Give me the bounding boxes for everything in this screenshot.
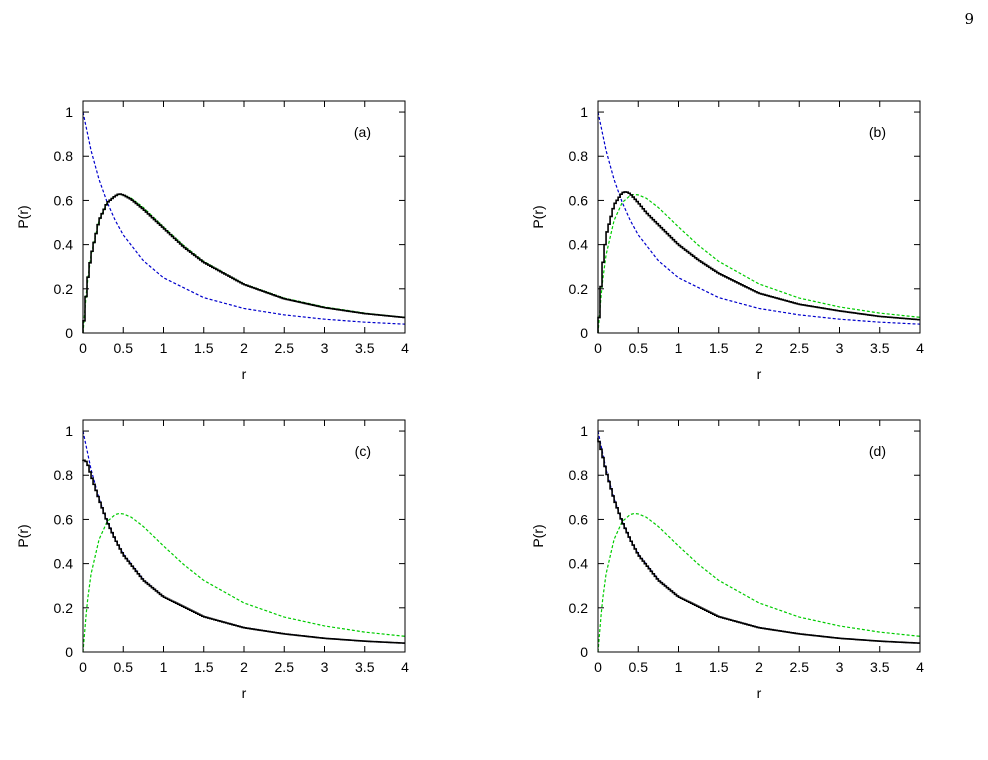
x-tick-label: 4	[916, 659, 924, 675]
x-tick-label: 3	[321, 340, 329, 356]
y-tick-label: 0.8	[54, 148, 74, 164]
x-tick-label: 2	[755, 659, 763, 675]
y-tick-label: 0.8	[569, 467, 589, 483]
x-tick-label: 1	[160, 659, 168, 675]
x-tick-label: 3.5	[870, 659, 890, 675]
x-tick-label: 3	[321, 659, 329, 675]
x-tick-label: 2.5	[275, 659, 295, 675]
y-tick-label: 0	[580, 644, 588, 660]
x-tick-label: 3	[836, 340, 844, 356]
series-line-1	[82, 111, 406, 325]
x-axis-label: r	[242, 685, 247, 701]
series-line-3	[597, 437, 920, 644]
x-tick-label: 1	[160, 340, 168, 356]
series-line-2	[597, 512, 921, 653]
page-number: 9	[964, 10, 974, 28]
series-line-1	[597, 430, 921, 644]
x-tick-label: 2.5	[790, 340, 810, 356]
y-tick-label: 0.6	[54, 192, 74, 208]
y-axis-label: P(r)	[530, 205, 546, 228]
x-tick-label: 0.5	[629, 659, 649, 675]
y-tick-label: 0.6	[54, 511, 74, 527]
x-tick-label: 1.5	[194, 340, 214, 356]
caption-strip	[0, 736, 988, 760]
y-tick-label: 1	[65, 104, 73, 120]
y-tick-label: 0.6	[569, 511, 589, 527]
series-line-2	[82, 193, 406, 334]
x-tick-label: 0.5	[114, 659, 134, 675]
y-tick-label: 0.2	[569, 281, 589, 297]
y-tick-label: 0.2	[569, 600, 589, 616]
chart-panel-1: 0 0.5 1 1.5 2 2.5 3 3.5 4 0 0.2 0.4 0.6 0.8 1 r P(r) (a)	[15, 100, 409, 382]
y-axis-label: P(r)	[15, 524, 31, 547]
x-tick-label: 0	[594, 340, 602, 356]
x-tick-label: 0	[79, 340, 87, 356]
series-line-1	[597, 111, 921, 325]
panel-label: (c)	[355, 443, 371, 459]
x-axis-label: r	[757, 685, 762, 701]
x-tick-label: 0.5	[629, 340, 649, 356]
x-tick-label: 4	[916, 340, 924, 356]
series-line-3	[82, 459, 405, 644]
x-tick-label: 1.5	[709, 659, 729, 675]
figure-panels: 0 0.5 1 1.5 2 2.5 3 3.5 400.20.40.60.81rP(r)(a)0…	[15, 100, 924, 701]
y-tick-label: 0	[65, 644, 73, 660]
x-tick-label: 3	[836, 659, 844, 675]
x-axis-label: r	[242, 366, 247, 382]
y-tick-label: 0.2	[54, 281, 74, 297]
y-tick-label: 0	[65, 325, 73, 341]
x-tick-label: 4	[401, 340, 409, 356]
x-tick-label: 3.5	[870, 340, 890, 356]
y-tick-label: 1	[65, 423, 73, 439]
y-axis-label: P(r)	[530, 524, 546, 547]
x-tick-label: 0	[79, 659, 87, 675]
series-line-3	[597, 191, 920, 333]
y-tick-label: 0.4	[569, 556, 589, 572]
y-tick-label: 0	[580, 325, 588, 341]
y-tick-label: 0.4	[569, 237, 589, 253]
y-axis-label: P(r)	[15, 205, 31, 228]
x-tick-label: 2	[240, 340, 248, 356]
x-tick-label: 1	[675, 659, 683, 675]
series-line-1	[82, 430, 406, 644]
panel-label: (a)	[354, 124, 371, 140]
y-tick-label: 0.4	[54, 556, 74, 572]
x-tick-label: 3.5	[355, 659, 375, 675]
y-tick-label: 0.8	[569, 148, 589, 164]
chart-panel-3: 0 0.5 1 1.5 2 2.5 3 3.5 4 0 0.2 0.4 0.6 0.8 1 r P(r) (c)	[15, 419, 409, 701]
y-tick-label: 0.6	[569, 192, 589, 208]
chart-panel-2: 0 0.5 1 1.5 2 2.5 3 3.5 4 0 0.2 0.4 0.6 0.8 1 r P(r) (b)	[530, 100, 924, 382]
x-tick-label: 1.5	[194, 659, 214, 675]
x-tick-label: 2.5	[275, 340, 295, 356]
series-line-3	[82, 193, 405, 333]
x-tick-label: 2	[240, 659, 248, 675]
x-axis-label: r	[757, 366, 762, 382]
x-tick-label: 1.5	[709, 340, 729, 356]
y-tick-label: 0.8	[54, 467, 74, 483]
y-tick-label: 1	[580, 104, 588, 120]
panel-label: (b)	[869, 124, 886, 140]
x-tick-label: 3.5	[355, 340, 375, 356]
panel-label: (d)	[869, 443, 886, 459]
x-tick-label: 2	[755, 340, 763, 356]
x-tick-label: 2.5	[790, 659, 810, 675]
series-line-2	[597, 193, 921, 334]
y-tick-label: 0.4	[54, 237, 74, 253]
series-line-2	[82, 512, 406, 653]
x-tick-label: 0	[594, 659, 602, 675]
x-tick-label: 0.5	[114, 340, 134, 356]
x-tick-label: 4	[401, 659, 409, 675]
y-tick-label: 1	[580, 423, 588, 439]
x-tick-label: 1	[675, 340, 683, 356]
y-tick-label: 0.2	[54, 600, 74, 616]
chart-panel-4: 0 0.5 1 1.5 2 2.5 3 3.5 4 0 0.2 0.4 0.6 0.8 1 r P(r) (d)	[530, 419, 924, 701]
